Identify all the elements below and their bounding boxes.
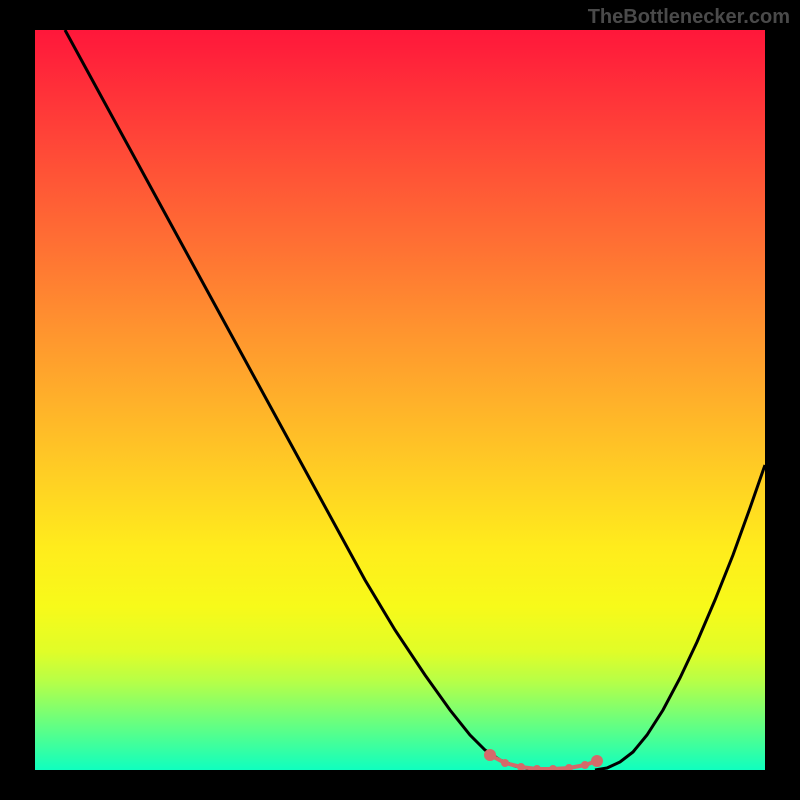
curve-right: [595, 465, 765, 770]
curve-left: [65, 30, 543, 770]
chart-curves: [35, 30, 765, 770]
plot-area: [35, 30, 765, 770]
bottom-segment: [484, 749, 603, 770]
watermark-text: TheBottlenecker.com: [588, 6, 790, 29]
